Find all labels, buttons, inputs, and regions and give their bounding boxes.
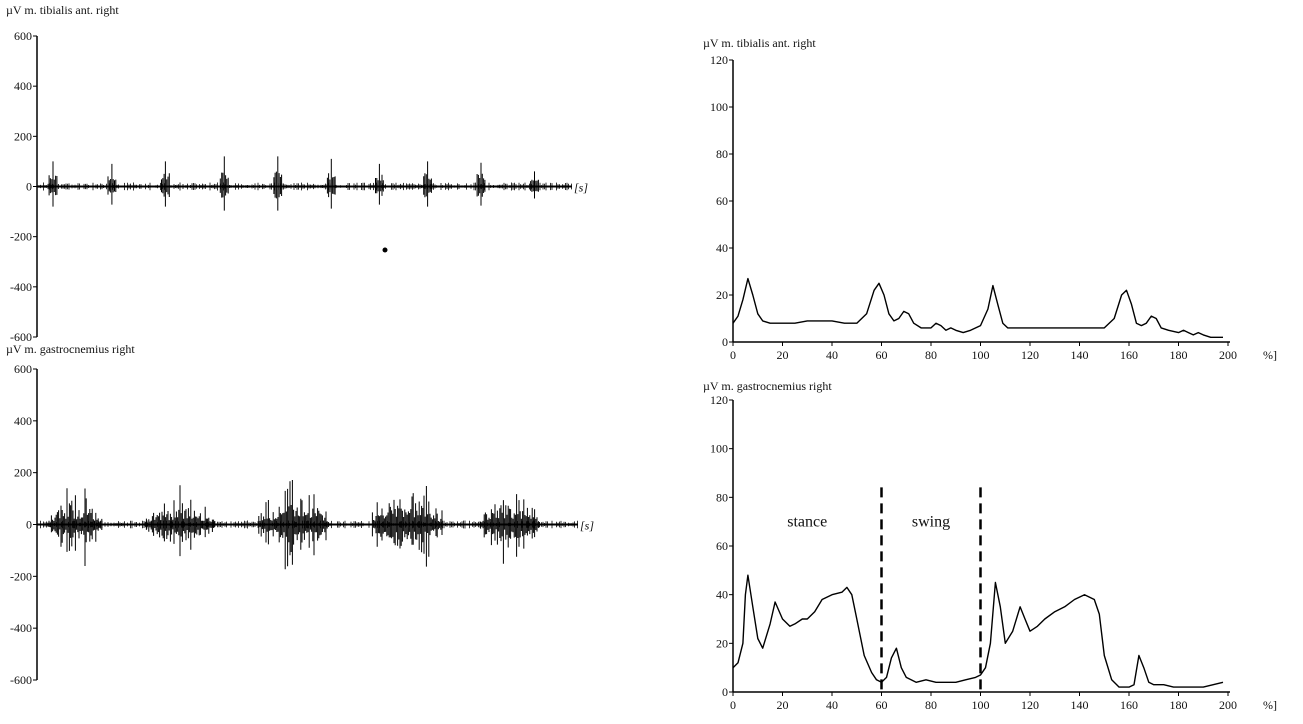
- y-tick-label: 20: [716, 636, 728, 650]
- x-tick-label: 140: [1071, 348, 1089, 362]
- emg-burst: [107, 163, 117, 205]
- y-tick-label: 60: [716, 539, 728, 553]
- y-tick-label: 60: [716, 194, 728, 208]
- emg-burst: [219, 156, 229, 211]
- y-tick-label: -600: [10, 330, 32, 344]
- chart-raw-gastrocnemius: µV m. gastrocnemius right 600 400 200 0 -200 -…: [6, 342, 594, 687]
- x-tick-label: 80: [925, 698, 937, 712]
- x-unit-label: %]: [1263, 348, 1277, 362]
- phase-label-swing: swing: [912, 514, 950, 531]
- emg-burst: [273, 156, 283, 211]
- chart-title: µV m. gastrocnemius right: [703, 379, 832, 393]
- y-tick-label: 120: [710, 393, 728, 407]
- x-tick-label: 180: [1170, 348, 1188, 362]
- y-tick-label: 100: [710, 100, 728, 114]
- y-tick-label: 0: [722, 685, 728, 699]
- y-tick-label: 0: [722, 335, 728, 349]
- chart-title: µV m. tibialis ant. right: [703, 36, 816, 50]
- y-tick-label: 100: [710, 442, 728, 456]
- y-tick-label: 400: [14, 414, 32, 428]
- x-tick-label: 120: [1021, 698, 1039, 712]
- y-tick-label: 80: [716, 147, 728, 161]
- emg-burst: [423, 161, 432, 207]
- y-tick-label: -200: [10, 230, 32, 244]
- x-tick-label: 180: [1170, 698, 1188, 712]
- y-tick-label: 600: [14, 362, 32, 376]
- x-tick-label: 60: [876, 698, 888, 712]
- y-tick-label: 200: [14, 466, 32, 480]
- emg-burst: [161, 161, 170, 207]
- y-tick-label: 0: [26, 180, 32, 194]
- emg-burst: [375, 163, 384, 205]
- y-tick-label: 120: [710, 53, 728, 67]
- envelope-line: [732, 574, 1224, 688]
- emg-burst: [47, 488, 103, 566]
- y-tick-label: 80: [716, 490, 728, 504]
- x-tick-label: 100: [972, 698, 990, 712]
- phase-label-stance: stance: [787, 514, 827, 531]
- x-unit-label: %]: [1263, 698, 1277, 712]
- chart-env-tibialis: µV m. tibialis ant. right120100806040200…: [703, 36, 1277, 362]
- x-tick-label: 60: [876, 348, 888, 362]
- y-tick-label: 600: [14, 29, 32, 43]
- chart-title: µV m. gastrocnemius right: [6, 342, 135, 356]
- dot-mark: [382, 247, 388, 253]
- x-tick-label: 200: [1219, 698, 1237, 712]
- y-tick-label: 0: [26, 518, 32, 532]
- x-tick-label: 0: [730, 698, 736, 712]
- chart-title: µV m. tibialis ant. right: [6, 3, 119, 17]
- y-tick-label: 40: [716, 588, 728, 602]
- emg-burst: [530, 171, 539, 199]
- chart-raw-tibialis: µV m. tibialis ant. right 600 400 200 0 -200 -…: [6, 3, 588, 344]
- emg-burst: [144, 485, 216, 557]
- y-tick-label: -200: [10, 569, 32, 583]
- y-tick-label: 400: [14, 79, 32, 93]
- y-tick-label: 20: [716, 288, 728, 302]
- x-tick-label: 160: [1120, 698, 1138, 712]
- emg-burst: [476, 162, 486, 206]
- emg-burst: [371, 486, 443, 567]
- x-tick-label: 100: [972, 348, 990, 362]
- emg-burst: [258, 480, 329, 570]
- x-tick-label: 0: [730, 348, 736, 362]
- x-tick-label: 40: [826, 698, 838, 712]
- x-tick-label: 160: [1120, 348, 1138, 362]
- emg-burst: [326, 158, 336, 209]
- emg-burst: [48, 161, 58, 207]
- x-tick-label: 20: [777, 698, 789, 712]
- x-tick-label: 80: [925, 348, 937, 362]
- x-tick-label: 40: [826, 348, 838, 362]
- x-tick-label: 20: [777, 348, 789, 362]
- y-tick-label: -400: [10, 280, 32, 294]
- x-tick-label: 200: [1219, 348, 1237, 362]
- y-tick-label: -400: [10, 621, 32, 635]
- x-unit-label: [s]: [574, 181, 588, 195]
- y-tick-label: -600: [10, 673, 32, 687]
- envelope-line: [732, 277, 1223, 338]
- chart-env-gastrocnemius: µV m. gastrocnemius right120100806040200…: [703, 379, 1277, 712]
- emg-burst: [480, 494, 540, 564]
- y-tick-label: 200: [14, 129, 32, 143]
- x-tick-label: 120: [1021, 348, 1039, 362]
- x-unit-label: [s]: [580, 519, 594, 533]
- x-tick-label: 140: [1071, 698, 1089, 712]
- y-tick-label: 40: [716, 241, 728, 255]
